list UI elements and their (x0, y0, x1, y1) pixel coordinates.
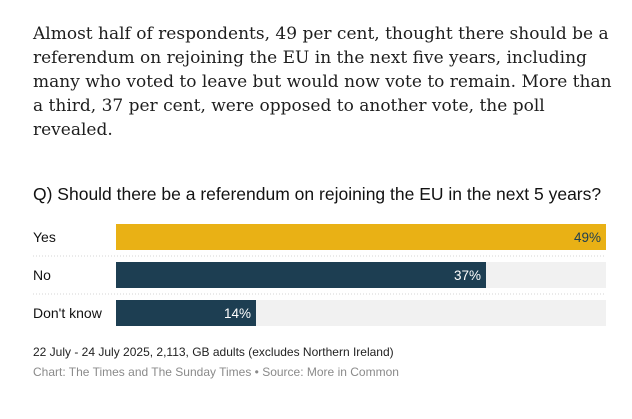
chart-note: 22 July - 24 July 2025, 2,113, GB adults… (33, 345, 394, 359)
value-label-don-t-know: 14% (224, 306, 251, 321)
bar-don-t-know (116, 300, 256, 326)
article-paragraph: Almost half of respondents, 49 per cent,… (33, 24, 612, 140)
category-label-no: No (33, 267, 51, 283)
bar-yes (116, 224, 606, 250)
chart-source: Chart: The Times and The Sunday Times • … (33, 365, 399, 379)
category-label-yes: Yes (33, 229, 56, 245)
value-label-no: 37% (454, 268, 481, 283)
chart-title: Q) Should there be a referendum on rejoi… (33, 184, 602, 204)
value-label-yes: 49% (574, 230, 601, 245)
bar-no (116, 262, 486, 288)
category-label-don-t-know: Don't know (33, 305, 103, 321)
bar-chart: Yes 49% No 37% Don't know 14% (33, 224, 606, 326)
